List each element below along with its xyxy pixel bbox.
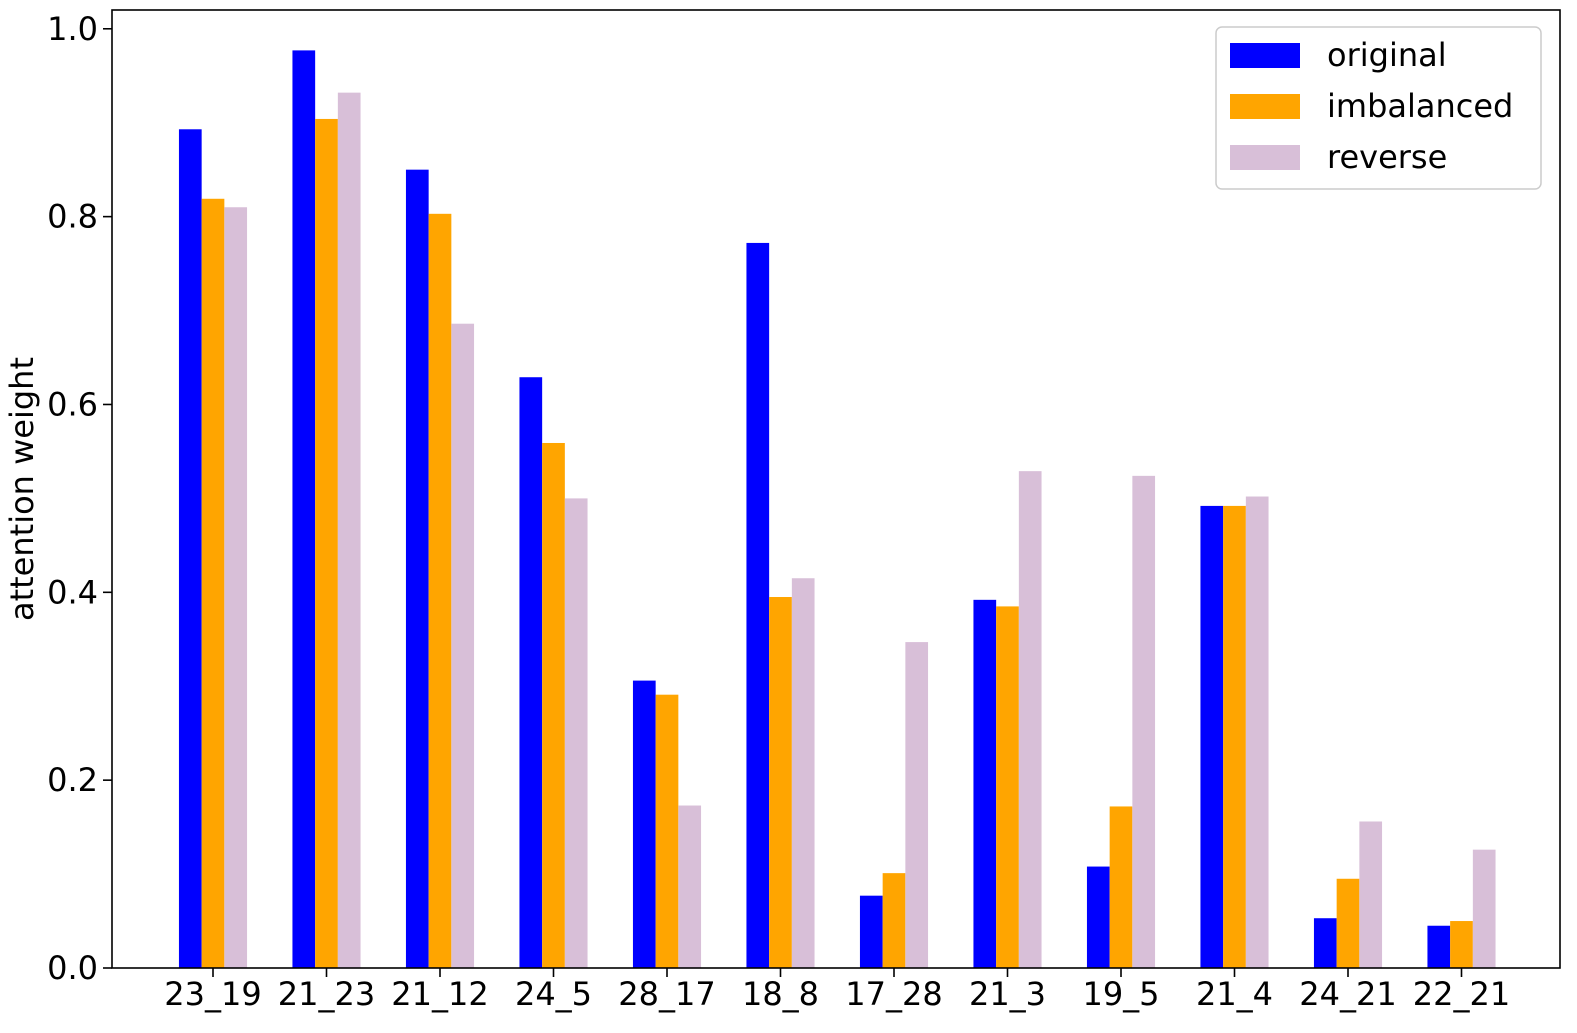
bar-imbalanced-21_3 [996, 606, 1019, 968]
x-tick-label: 17_28 [845, 975, 942, 1013]
legend-label-reverse: reverse [1327, 138, 1447, 176]
bar-original-24_21 [1313, 918, 1337, 968]
y-tick-label: 0.2 [47, 761, 98, 799]
bar-original-28_17 [632, 680, 656, 968]
bar-reverse-19_5 [1132, 475, 1156, 968]
plot-frame [111, 9, 1561, 969]
x-tick-label: 21_4 [1196, 975, 1273, 1013]
y-tick-label: 1.0 [47, 10, 98, 48]
bar-imbalanced-17_28 [882, 873, 906, 968]
bar-imbalanced-21_12 [428, 213, 452, 968]
bar-original-17_28 [859, 895, 883, 968]
bar-original-18_8 [746, 242, 770, 968]
legend-swatch-imbalanced [1230, 94, 1300, 119]
bar-original-22_21 [1427, 925, 1451, 968]
x-tick-label: 23_19 [164, 975, 261, 1013]
legend-swatch-original [1230, 43, 1300, 68]
bar-imbalanced-28_17 [655, 694, 679, 968]
x-tick-label: 24_5 [515, 975, 592, 1013]
x-tick-label: 21_12 [391, 975, 488, 1013]
y-tick-label: 0.4 [47, 573, 98, 611]
bar-imbalanced-18_8 [769, 597, 792, 968]
bar-reverse-17_28 [905, 642, 929, 968]
bar-original-19_5 [1086, 866, 1110, 968]
bar-original-24_5 [519, 377, 543, 969]
legend: original imbalanced reverse [1215, 26, 1542, 190]
bar-original-23_19 [178, 129, 202, 968]
y-tick-label: 0.0 [47, 949, 98, 987]
bar-reverse-28_17 [678, 805, 702, 968]
bar-imbalanced-22_21 [1450, 921, 1473, 968]
bar-imbalanced-21_23 [315, 118, 338, 968]
bar-imbalanced-24_21 [1336, 878, 1360, 968]
y-axis-label: attention weight [3, 357, 41, 621]
y-tick-label: 0.8 [47, 198, 98, 236]
x-tick-label: 22_21 [1413, 975, 1510, 1013]
bar-reverse-21_3 [1018, 471, 1042, 968]
bar-original-21_4 [1200, 505, 1224, 968]
x-tick-label: 28_17 [618, 975, 715, 1013]
bar-imbalanced-23_19 [201, 198, 225, 968]
y-tick-label: 0.6 [47, 385, 98, 423]
bar-imbalanced-21_4 [1223, 505, 1246, 968]
bar-reverse-24_5 [564, 498, 588, 968]
bar-imbalanced-19_5 [1109, 806, 1133, 968]
x-tick-label: 21_3 [969, 975, 1046, 1013]
bar-imbalanced-24_5 [542, 442, 565, 969]
bar-reverse-23_19 [224, 207, 248, 969]
bar-reverse-24_21 [1359, 821, 1383, 968]
legend-label-original: original [1327, 36, 1447, 74]
x-tick-label: 18_8 [742, 975, 819, 1013]
bar-original-21_12 [405, 169, 429, 969]
x-tick-label: 19_5 [1082, 975, 1159, 1013]
axes-layer: 0.0 0.2 0.4 0.6 0.8 1.0 23_19 21_23 21_12 24_5 28_… [47, 9, 1561, 1013]
bars-layer [178, 50, 1496, 969]
bar-original-21_23 [292, 50, 316, 968]
bar-reverse-21_12 [451, 323, 475, 968]
legend-swatch-reverse [1230, 145, 1300, 170]
bar-reverse-21_23 [337, 92, 361, 968]
bar-reverse-22_21 [1472, 849, 1496, 968]
bar-original-21_3 [973, 599, 997, 968]
legend-label-imbalanced: imbalanced [1327, 87, 1513, 125]
bar-reverse-21_4 [1245, 496, 1269, 968]
bar-reverse-18_8 [791, 578, 815, 968]
x-tick-label: 21_23 [278, 975, 375, 1013]
x-tick-label: 24_21 [1299, 975, 1396, 1013]
